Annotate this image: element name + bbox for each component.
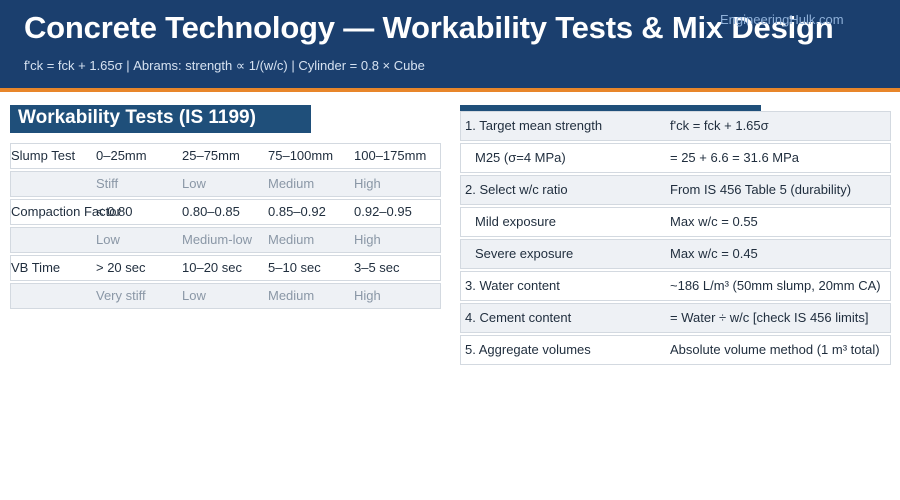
step-value: From IS 456 Table 5 (durability): [670, 182, 852, 197]
step-label: 5. Aggregate volumes: [465, 342, 591, 357]
mix-design-section-bar: [460, 105, 761, 111]
mix-design-table: 1. Target mean strength f'ck = fck + 1.6…: [460, 111, 891, 367]
step-value: = Water ÷ w/c [check IS 456 limits]: [670, 310, 869, 325]
step-value: = 25 + 6.6 = 31.6 MPa: [670, 150, 800, 165]
table-row: 3. Water content ~186 L/m³ (50mm slump, …: [460, 271, 891, 301]
workability-level-cell: Stiff: [96, 176, 119, 191]
test-name-cell: Compaction Factor: [11, 204, 121, 219]
table-row: Stiff Low Medium High: [10, 171, 441, 197]
table-row: Mild exposure Max w/c = 0.55: [460, 207, 891, 237]
range-cell: 0.80–0.85: [182, 204, 240, 219]
workability-level-cell: Very stiff: [96, 288, 146, 303]
workability-level-cell: High: [354, 176, 381, 191]
step-label: 1. Target mean strength: [465, 118, 603, 133]
header-banner: Concrete Technology — Workability Tests …: [0, 0, 900, 88]
step-label: M25 (σ=4 MPa): [475, 150, 566, 165]
table-row: Compaction Factor < 0.80 0.80–0.85 0.85–…: [10, 199, 441, 225]
range-cell: < 0.80: [96, 204, 133, 219]
workability-level-cell: Medium: [268, 288, 315, 303]
step-label: Severe exposure: [475, 246, 574, 261]
table-row: 5. Aggregate volumes Absolute volume met…: [460, 335, 891, 365]
range-cell: 3–5 sec: [354, 260, 400, 275]
table-row: 4. Cement content = Water ÷ w/c [check I…: [460, 303, 891, 333]
step-label: Mild exposure: [475, 214, 556, 229]
range-cell: 25–75mm: [182, 148, 240, 163]
workability-level-cell: Low: [182, 288, 206, 303]
watermark: EngineeringHulk.com: [720, 12, 844, 27]
range-cell: 0.85–0.92: [268, 204, 326, 219]
step-value: f'ck = fck + 1.65σ: [670, 118, 769, 133]
table-row: 2. Select w/c ratio From IS 456 Table 5 …: [460, 175, 891, 205]
workability-level-cell: Medium: [268, 176, 315, 191]
step-value: ~186 L/m³ (50mm slump, 20mm CA): [670, 278, 881, 293]
step-value: Absolute volume method (1 m³ total): [670, 342, 880, 357]
page-title: Concrete Technology — Workability Tests …: [24, 10, 834, 45]
table-row: Low Medium-low Medium High: [10, 227, 441, 253]
step-label: 4. Cement content: [465, 310, 572, 325]
table-row: Slump Test 0–25mm 25–75mm 75–100mm 100–1…: [10, 143, 441, 169]
workability-level-cell: Medium-low: [182, 232, 253, 247]
test-name-cell: VB Time: [11, 260, 61, 275]
workability-level-cell: Low: [96, 232, 120, 247]
test-name-cell: Slump Test: [11, 148, 76, 163]
range-cell: > 20 sec: [96, 260, 146, 275]
range-cell: 10–20 sec: [182, 260, 242, 275]
table-row: 1. Target mean strength f'ck = fck + 1.6…: [460, 111, 891, 141]
header-accent-stripe: [0, 88, 900, 92]
step-value: Max w/c = 0.45: [670, 246, 758, 261]
range-cell: 0–25mm: [96, 148, 147, 163]
table-row: Severe exposure Max w/c = 0.45: [460, 239, 891, 269]
table-row: VB Time > 20 sec 10–20 sec 5–10 sec 3–5 …: [10, 255, 441, 281]
range-cell: 5–10 sec: [268, 260, 321, 275]
step-label: 3. Water content: [465, 278, 560, 293]
range-cell: 75–100mm: [268, 148, 334, 163]
step-label: 2. Select w/c ratio: [465, 182, 568, 197]
workability-table: Slump Test 0–25mm 25–75mm 75–100mm 100–1…: [10, 143, 441, 311]
step-value: Max w/c = 0.55: [670, 214, 758, 229]
table-row: M25 (σ=4 MPa) = 25 + 6.6 = 31.6 MPa: [460, 143, 891, 173]
workability-level-cell: High: [354, 232, 381, 247]
workability-section-title: Workability Tests (IS 1199): [10, 105, 311, 133]
workability-level-cell: Medium: [268, 232, 315, 247]
formula-subtitle: f'ck = fck + 1.65σ | Abrams: strength ∝ …: [24, 58, 425, 73]
range-cell: 0.92–0.95: [354, 204, 412, 219]
table-row: Very stiff Low Medium High: [10, 283, 441, 309]
workability-level-cell: High: [354, 288, 381, 303]
workability-level-cell: Low: [182, 176, 206, 191]
range-cell: 100–175mm: [354, 148, 427, 163]
